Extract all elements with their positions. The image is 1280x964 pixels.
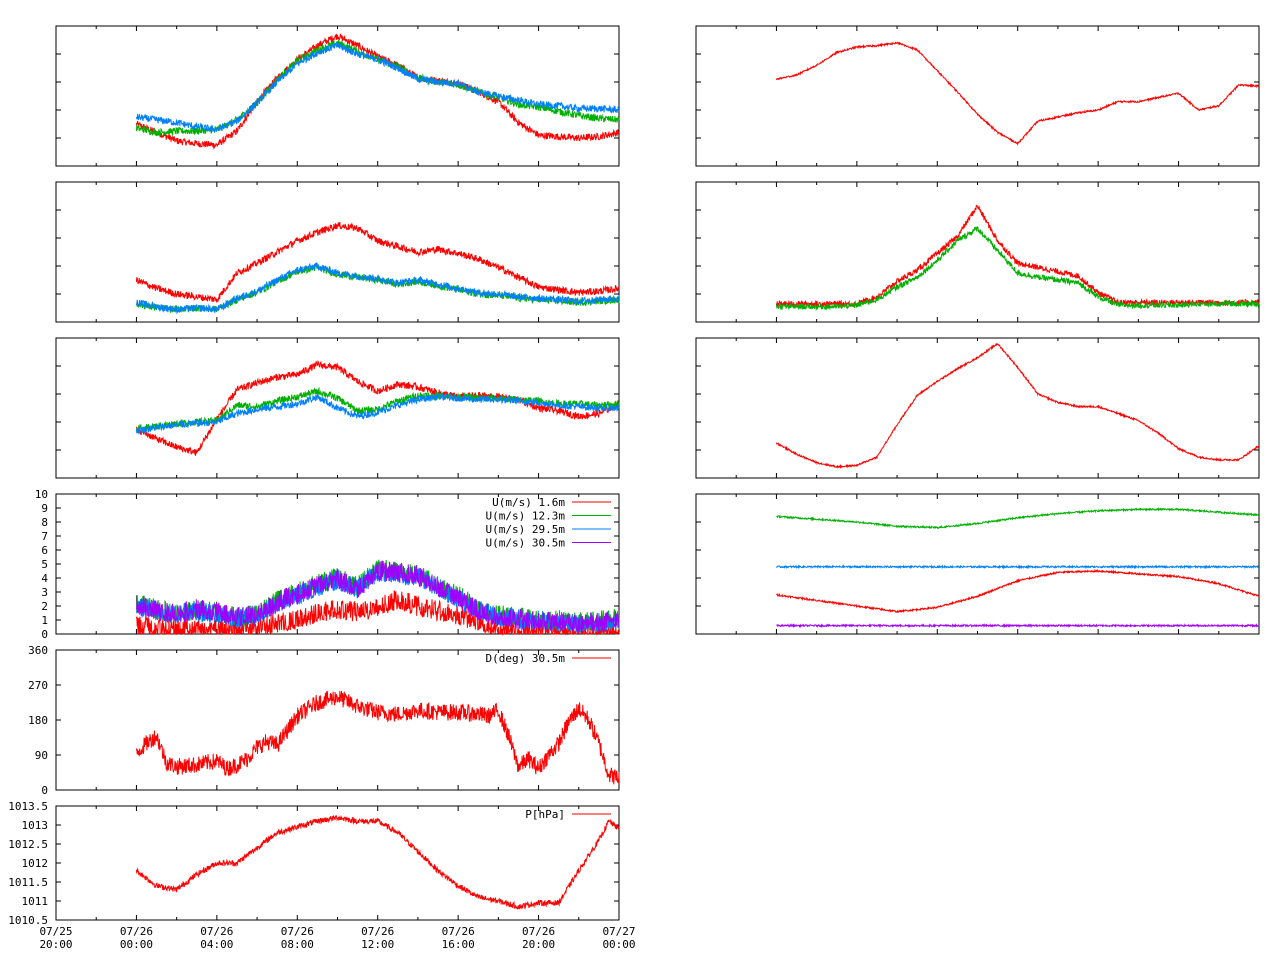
- y-tick-label: 90: [35, 749, 48, 762]
- x-tick-label-time: 16:00: [442, 938, 475, 951]
- x-tick-label-time: 04:00: [200, 938, 233, 951]
- series-line-left-2-blue: [136, 261, 620, 315]
- series-line-right-4-red: [776, 568, 1260, 614]
- y-tick-label: 180: [28, 714, 48, 727]
- plot-right-4: [695, 493, 1260, 635]
- plot-frame: [695, 181, 1260, 323]
- plot-frame: [695, 493, 1260, 635]
- y-tick-label: 270: [28, 679, 48, 692]
- y-tick-label: 1012.5: [8, 838, 48, 851]
- y-tick-label: 1013: [22, 819, 49, 832]
- series-line-left-1-red: [135, 33, 620, 150]
- x-tick-label-date: 07/26: [522, 925, 555, 938]
- legend-label: U(m/s) 30.5m: [486, 537, 566, 550]
- y-tick-label: 1013.5: [8, 800, 48, 813]
- y-tick-label: 1010.5: [8, 914, 48, 927]
- plot-right-1: [695, 25, 1260, 167]
- y-tick-label: 1011.5: [8, 876, 48, 889]
- x-tick-label-time: 12:00: [361, 938, 394, 951]
- plot-frame: [695, 25, 1260, 167]
- series-line-right-1-red: [775, 41, 1260, 146]
- y-tick-label: 4: [41, 572, 48, 585]
- y-tick-label: 1011: [22, 895, 49, 908]
- y-tick-label: 9: [41, 502, 48, 515]
- plot-right-3: [695, 337, 1260, 479]
- plot-left-6: 1010.5 1011 1011.5 1012 1012.5 1013 1013.5 P[hP…: [8, 800, 620, 927]
- series-line-left-1-blue: [135, 41, 620, 134]
- plot-left-1: [55, 25, 620, 167]
- x-tick-label-date: 07/26: [281, 925, 314, 938]
- y-tick-label: 0: [41, 784, 48, 797]
- plot-right-2: [695, 181, 1260, 323]
- y-tick-label: 6: [41, 544, 48, 557]
- plot-frame: [55, 25, 620, 167]
- plot-frame: [55, 181, 620, 323]
- y-tick-label: 1012: [22, 857, 49, 870]
- series-line-d-deg-30-5m: [135, 690, 620, 785]
- plot-left-5: 0 90 180 270 360 D(deg) 30.5m: [28, 644, 620, 797]
- x-tick-label-time: 20:00: [39, 938, 72, 951]
- x-axis-tick-labels: 07/2520:0007/2600:0007/2604:0007/2608:00…: [39, 925, 635, 951]
- y-tick-label: 1: [41, 614, 48, 627]
- series-line-right-2-green: [775, 226, 1260, 312]
- series-line-left-3-blue: [135, 392, 620, 435]
- series-line-right-4-blue: [775, 564, 1259, 570]
- y-tick-label: 360: [28, 644, 48, 657]
- y-tick-label: 5: [41, 558, 48, 571]
- x-tick-label-date: 07/26: [200, 925, 233, 938]
- y-tick-label: 10: [35, 488, 48, 501]
- series-line-right-3-red: [775, 342, 1260, 470]
- legend-label: U(m/s) 1.6m: [492, 496, 565, 509]
- series-line-u-m-s-30-5m: [135, 560, 620, 633]
- x-tick-label-time: 00:00: [602, 938, 635, 951]
- series-line-u-m-s-1-6m: [135, 589, 620, 636]
- x-tick-label-time: 20:00: [522, 938, 555, 951]
- series-line-left-3-red: [135, 359, 620, 456]
- x-tick-label-date: 07/26: [361, 925, 394, 938]
- plot-frame: [695, 337, 1260, 479]
- x-tick-label-time: 00:00: [120, 938, 153, 951]
- plot-left-3: [55, 337, 620, 479]
- series-line-right-4-green: [776, 506, 1260, 530]
- series-line-left-2-red: [135, 222, 620, 304]
- series-line-right-2-red: [775, 204, 1260, 309]
- y-tick-label: 3: [41, 586, 48, 599]
- y-tick-label: 0: [41, 628, 48, 641]
- series-line-right-4-purple: [776, 623, 1260, 629]
- y-tick-label: 8: [41, 516, 48, 529]
- y-tick-label: 7: [41, 530, 48, 543]
- legend-label: P[hPa]: [525, 808, 565, 821]
- x-tick-label-date: 07/27: [602, 925, 635, 938]
- plot-left-2: [55, 181, 620, 323]
- x-tick-label-date: 07/26: [442, 925, 475, 938]
- x-tick-label-date: 07/26: [120, 925, 153, 938]
- x-tick-label-date: 07/25: [39, 925, 72, 938]
- legend-label: U(m/s) 12.3m: [486, 510, 566, 523]
- legend-label: U(m/s) 29.5m: [486, 523, 566, 536]
- y-tick-label: 2: [41, 600, 48, 613]
- series-line-p-hpa-: [135, 815, 620, 910]
- x-tick-label-time: 08:00: [281, 938, 314, 951]
- legend-label: D(deg) 30.5m: [486, 652, 566, 665]
